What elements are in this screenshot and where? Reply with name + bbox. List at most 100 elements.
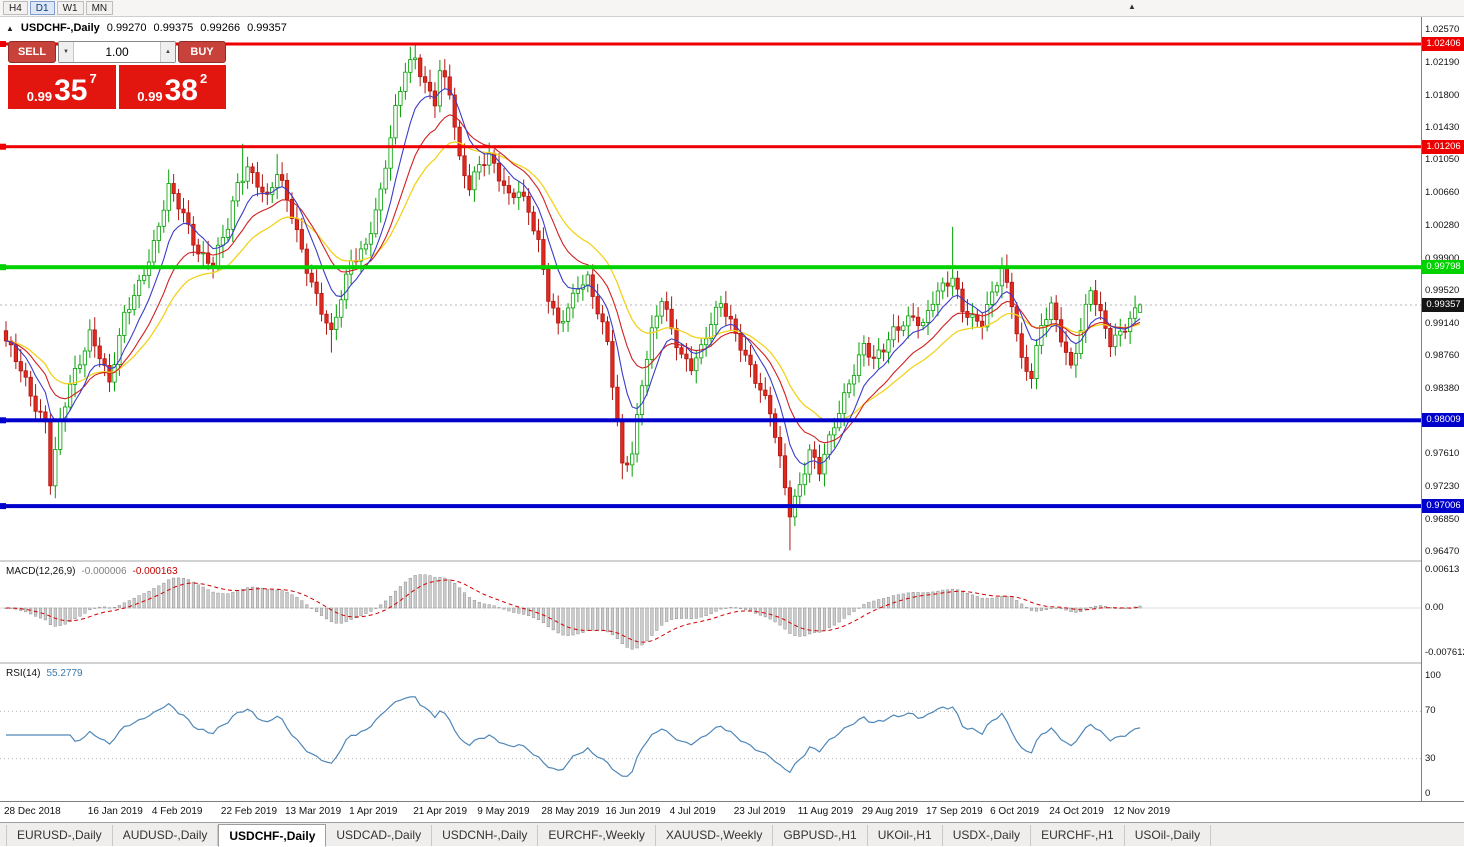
volume-increase-button[interactable]: ▲ xyxy=(160,42,175,62)
macd-axis-label: -0.007612 xyxy=(1425,647,1464,658)
time-axis-label: 11 Aug 2019 xyxy=(797,806,854,817)
tab-usdcad-daily[interactable]: USDCAD-,Daily xyxy=(326,825,433,846)
tab-usdcnh-daily[interactable]: USDCNH-,Daily xyxy=(432,825,539,846)
macd-indicator-label: MACD(12,26,9) -0.000006 -0.000163 xyxy=(6,566,178,577)
tab-eurchf-h1[interactable]: EURCHF-,H1 xyxy=(1031,825,1125,846)
top-toolbar: H4 D1 W1 MN ▲ xyxy=(0,0,1464,17)
chart-symbol-label: USDCHF-,Daily xyxy=(20,22,100,34)
horizontal-level-line-0.98009[interactable] xyxy=(0,418,1421,423)
ohlc-open: 0.99270 xyxy=(106,22,147,34)
tab-usdchf-daily[interactable]: USDCHF-,Daily xyxy=(218,824,327,847)
price-axis-label: 0.99520 xyxy=(1425,285,1460,296)
horizontal-level-line-0.97006[interactable] xyxy=(0,504,1421,509)
rsi-axis-label: 100 xyxy=(1425,670,1441,681)
tab-xauusd-weekly[interactable]: XAUUSD-,Weekly xyxy=(656,825,774,846)
rsi-axis-label: 70 xyxy=(1425,705,1436,717)
line-anchor-marker[interactable] xyxy=(0,264,6,271)
buy-button[interactable]: BUY xyxy=(178,41,226,63)
line-anchor-marker[interactable] xyxy=(0,417,6,424)
line-anchor-marker[interactable] xyxy=(0,41,6,47)
horizontal-level-line-0.99798[interactable] xyxy=(0,265,1421,270)
collapse-arrow-icon[interactable]: ▲ xyxy=(1128,2,1136,11)
price-axis-label: 0.97610 xyxy=(1425,448,1460,460)
ohlc-low: 0.99266 xyxy=(200,22,241,34)
time-axis-label: 16 Jan 2019 xyxy=(87,806,143,817)
time-axis-label: 24 Oct 2019 xyxy=(1049,806,1104,817)
line-anchor-marker[interactable] xyxy=(0,143,6,150)
price-chart[interactable] xyxy=(0,17,1421,560)
buy-price-prefix: 0.99 xyxy=(137,88,163,104)
price-axis-label: 0.98760 xyxy=(1425,350,1460,361)
rsi-chart[interactable] xyxy=(0,664,1421,800)
macd-signal-value: -0.000163 xyxy=(132,566,178,577)
candles xyxy=(3,45,1143,551)
price-axis-label: 1.00660 xyxy=(1425,187,1460,199)
price-axis-label: 0.99140 xyxy=(1425,317,1460,329)
price-axis-label: 1.01050 xyxy=(1425,154,1460,166)
time-axis[interactable]: 28 Dec 2018 16 Jan 2019 4 Feb 2019 22 Feb 2… xyxy=(0,801,1464,821)
price-level-badge-1.01206[interactable]: 1.01206 xyxy=(1422,139,1464,154)
volume-value[interactable]: 1.00 xyxy=(105,45,129,59)
price-level-badge-0.97006[interactable]: 0.97006 xyxy=(1422,499,1464,514)
time-axis-label: 29 Aug 2019 xyxy=(861,806,919,817)
timeframe-buttons: H4 D1 W1 MN xyxy=(3,1,114,15)
sell-price-big: 35 xyxy=(54,74,88,108)
rsi-line xyxy=(6,696,1141,777)
price-level-badge-0.98009[interactable]: 0.98009 xyxy=(1422,413,1464,428)
tab-eurchf-weekly[interactable]: EURCHF-,Weekly xyxy=(538,825,656,846)
rsi-axis-label: 0 xyxy=(1425,788,1431,799)
price-axis[interactable]: 1.02570 1.02190 1.01800 1.01430 1.01050 1.006… xyxy=(1421,17,1464,801)
price-axis-label: 1.01430 xyxy=(1425,121,1460,133)
tab-ukoil-h1[interactable]: UKOil-,H1 xyxy=(868,825,943,846)
ma-slow-line xyxy=(5,141,1141,423)
price-axis-label: 1.01800 xyxy=(1425,89,1460,101)
current-price-badge: 0.99357 xyxy=(1422,297,1464,312)
time-axis-label: 4 Jul 2019 xyxy=(669,806,716,817)
volume-stepper[interactable]: ▼ 1.00 ▲ xyxy=(58,41,176,63)
macd-panel-divider[interactable] xyxy=(0,560,1464,562)
time-axis-label: 21 Apr 2019 xyxy=(413,806,468,817)
rsi-panel-divider[interactable] xyxy=(0,662,1464,664)
macd-histogram xyxy=(4,574,1142,650)
rsi-indicator-label: RSI(14) 55.2779 xyxy=(6,668,83,679)
price-axis-label: 0.96470 xyxy=(1425,546,1460,557)
tab-eurusd-daily[interactable]: EURUSD-,Daily xyxy=(6,825,113,846)
time-axis-label: 12 Nov 2019 xyxy=(1113,806,1171,817)
price-level-badge-0.99798[interactable]: 0.99798 xyxy=(1422,260,1464,275)
horizontal-level-line-1.02406[interactable] xyxy=(0,42,1421,46)
time-axis-label: 4 Feb 2019 xyxy=(151,806,203,817)
macd-signal-line xyxy=(6,579,1141,643)
chart-window: ▲ USDCHF-,Daily 0.99270 0.99375 0.99266 … xyxy=(0,17,1464,822)
timeframe-button-h4[interactable]: H4 xyxy=(3,1,28,15)
timeframe-button-mn[interactable]: MN xyxy=(85,1,114,15)
time-axis-label: 22 Feb 2019 xyxy=(220,806,278,817)
rsi-value: 55.2779 xyxy=(46,668,83,679)
tab-usdx-daily[interactable]: USDX-,Daily xyxy=(943,825,1032,846)
time-axis-label: 16 Jun 2019 xyxy=(605,806,661,817)
macd-main-value: -0.000006 xyxy=(81,566,127,577)
price-axis-label: 0.99900 xyxy=(1425,252,1460,264)
line-anchor-marker[interactable] xyxy=(0,503,6,510)
tab-gbpusd-h1[interactable]: GBPUSD-,H1 xyxy=(773,825,868,846)
sell-button[interactable]: SELL xyxy=(8,41,56,63)
timeframe-button-d1[interactable]: D1 xyxy=(29,1,55,15)
tab-audusd-daily[interactable]: AUDUSD-,Daily xyxy=(113,825,219,846)
time-axis-label: 9 May 2019 xyxy=(477,806,530,817)
time-axis-label: 1 Apr 2019 xyxy=(349,806,398,817)
time-axis-label: 23 Jul 2019 xyxy=(733,806,786,817)
chart-title: ▲ USDCHF-,Daily 0.99270 0.99375 0.99266 … xyxy=(6,22,287,34)
buy-price-display[interactable]: 0.99 38 2 xyxy=(118,65,226,109)
ma-mid-line xyxy=(5,114,1141,444)
buy-price-pip: 2 xyxy=(199,71,208,86)
horizontal-level-line-1.01206[interactable] xyxy=(0,145,1421,149)
price-level-badge-1.02406[interactable]: 1.02406 xyxy=(1422,37,1464,51)
volume-decrease-button[interactable]: ▼ xyxy=(59,42,74,62)
macd-chart[interactable] xyxy=(0,562,1421,662)
price-axis-label: 1.02570 xyxy=(1425,24,1460,35)
time-axis-label: 28 Dec 2018 xyxy=(4,806,61,817)
tab-usoil-daily[interactable]: USOil-,Daily xyxy=(1125,825,1212,846)
timeframe-button-w1[interactable]: W1 xyxy=(56,1,84,15)
sell-price-display[interactable]: 0.99 35 7 xyxy=(8,65,116,109)
rsi-name: RSI(14) xyxy=(6,668,41,679)
expand-arrow-icon[interactable]: ▲ xyxy=(6,23,14,33)
